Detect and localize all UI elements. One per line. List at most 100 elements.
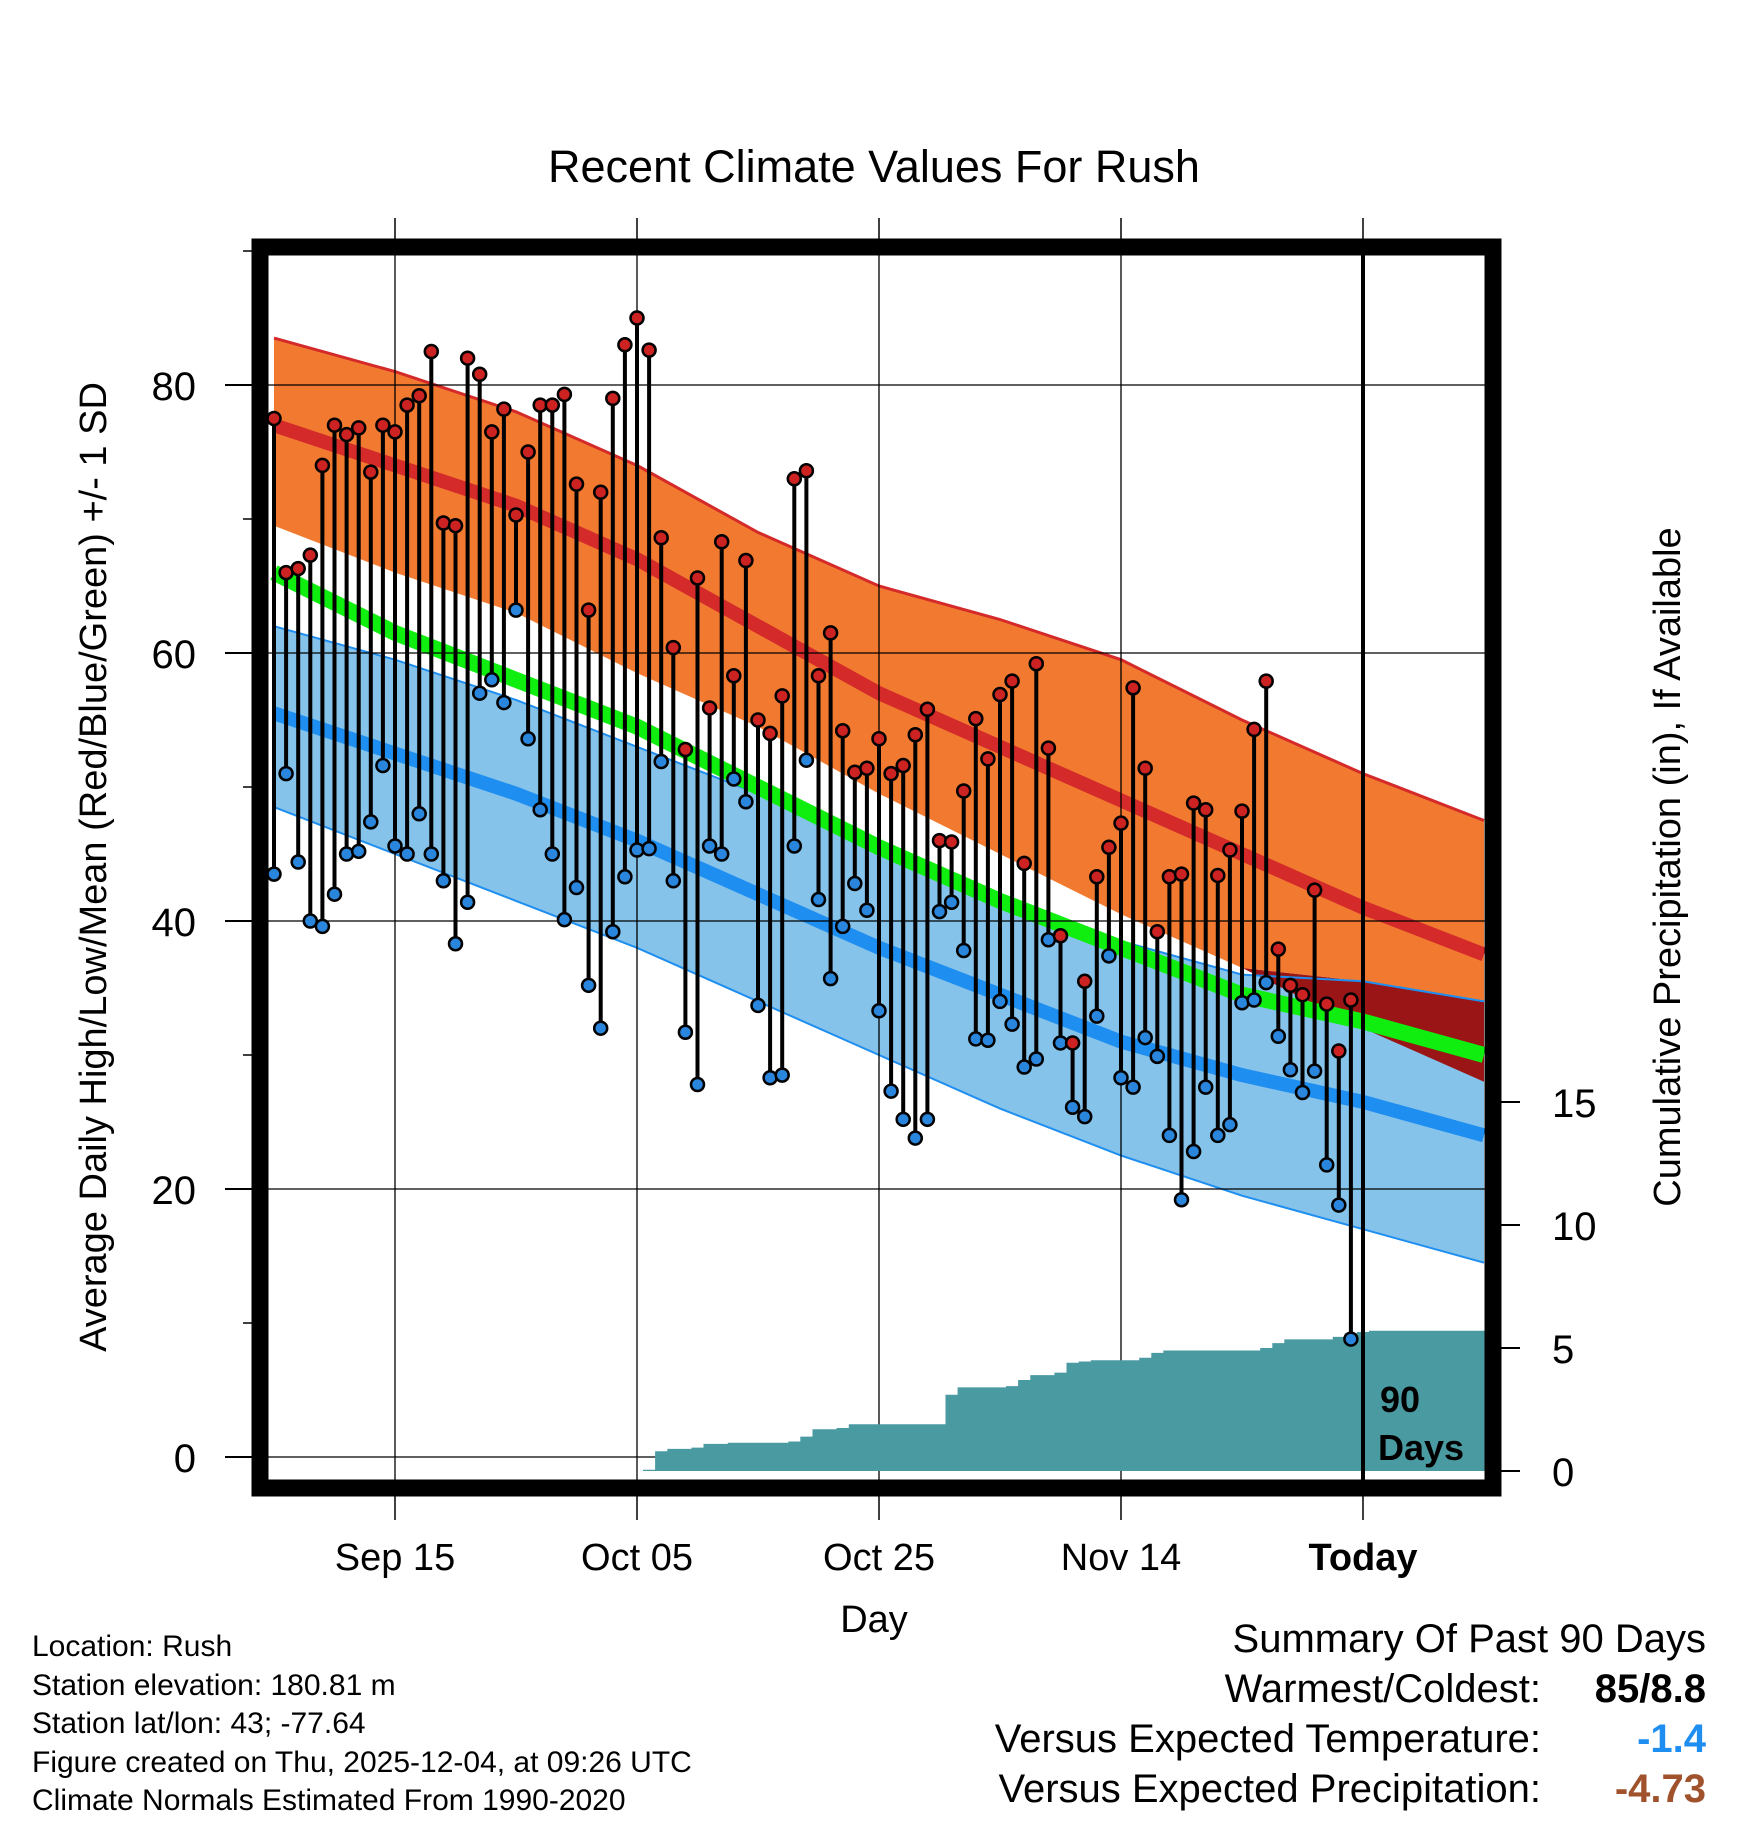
low-point [665,873,682,889]
high-point [701,700,718,716]
high-point [1101,839,1117,856]
high-point [1149,923,1166,940]
high-point [266,410,282,427]
high-point [992,686,1008,703]
high-point [459,350,476,366]
high-point [1246,721,1262,738]
low-point [738,793,754,810]
high-point [605,390,621,407]
low-point [1076,1108,1093,1125]
low-point [1028,1051,1045,1067]
low-point [701,838,718,854]
low-point [532,802,548,818]
x-tick-label: Oct 25 [823,1537,935,1579]
high-point [968,710,984,727]
low-point [423,846,440,862]
precip-area [630,1330,1490,1471]
low-point [1101,948,1117,964]
high-point [798,463,815,479]
low-point [1137,1029,1153,1046]
low-point [943,894,960,910]
y-tick-label: 60 [152,633,197,677]
low-point [484,672,500,688]
high-point [762,725,778,742]
today-marker-line1: 90 [1380,1379,1420,1420]
temp-label: Versus Expected Temperature: [994,1717,1541,1761]
high-point [592,484,609,500]
high-point [1343,992,1359,1008]
x-tick-label: Today [1308,1537,1417,1579]
summary-title: Summary Of Past 90 Days [1232,1617,1706,1661]
low-point [955,942,972,959]
high-point [665,639,682,656]
y-tick-label: 0 [174,1437,196,1481]
high-point [871,731,887,747]
high-point [750,712,766,728]
low-point [302,913,319,929]
low-point [1173,1191,1190,1208]
high-point [544,397,561,413]
low-point [1222,1116,1238,1133]
low-point [1306,1063,1323,1079]
low-point [508,602,524,618]
high-point [653,530,669,546]
high-point [1161,869,1178,885]
station-info: Location: Rush Station elevation: 180.81… [32,1628,692,1821]
low-point [822,970,839,987]
low-point [350,843,367,860]
low-point [592,1020,609,1036]
high-point [919,701,936,718]
high-point [302,547,319,563]
low-point [1318,1157,1335,1173]
temp-value: -1.4 [1637,1717,1706,1761]
low-point [411,806,427,822]
low-point [750,997,766,1014]
high-point [895,757,911,774]
low-point [435,873,452,889]
low-point [399,846,415,862]
today-marker-line2: Days [1378,1427,1464,1468]
normals-text: Climate Normals Estimated From 1990-2020 [32,1784,626,1817]
high-point [1318,996,1335,1012]
low-point [496,694,512,711]
high-point [1185,795,1202,811]
location-text: Location: Rush [32,1630,233,1663]
low-point [605,923,621,940]
chart-title: Recent Climate Values For Rush [548,141,1200,192]
summary-row-warmest: Warmest/Coldest: 85/8.8 [995,1664,1706,1714]
high-point [1234,803,1250,819]
x-tick-label: Oct 05 [581,1537,693,1579]
high-point [556,386,573,403]
high-point [980,751,996,767]
high-point [1258,673,1274,689]
y2-tick-label: 15 [1552,1082,1597,1126]
low-point [677,1024,694,1040]
low-point [556,911,573,928]
x-tick-label: Sep 15 [335,1537,455,1579]
high-point [520,444,536,460]
high-point [1076,973,1093,990]
low-point [338,846,355,862]
low-point [907,1130,924,1146]
high-point [786,471,803,487]
low-point [980,1032,996,1049]
summary-panel: Summary Of Past 90 Days Warmest/Coldest:… [995,1614,1706,1814]
high-point [314,457,331,474]
low-point [1234,994,1250,1011]
low-point [798,752,815,768]
y2-tick-label: 10 [1552,1205,1597,1249]
warmest-value: 85/8.8 [1594,1667,1706,1711]
low-point [580,977,597,994]
high-point [1004,673,1020,689]
low-point [375,757,391,774]
high-point [338,426,355,443]
high-point [496,401,512,417]
high-point [810,668,827,684]
low-point [1258,974,1274,991]
elevation-text: Station elevation: 180.81 m [32,1668,396,1702]
low-point [1149,1048,1166,1065]
high-point [641,342,657,358]
low-point [810,891,827,908]
warmest-label: Warmest/Coldest: [1224,1667,1541,1711]
